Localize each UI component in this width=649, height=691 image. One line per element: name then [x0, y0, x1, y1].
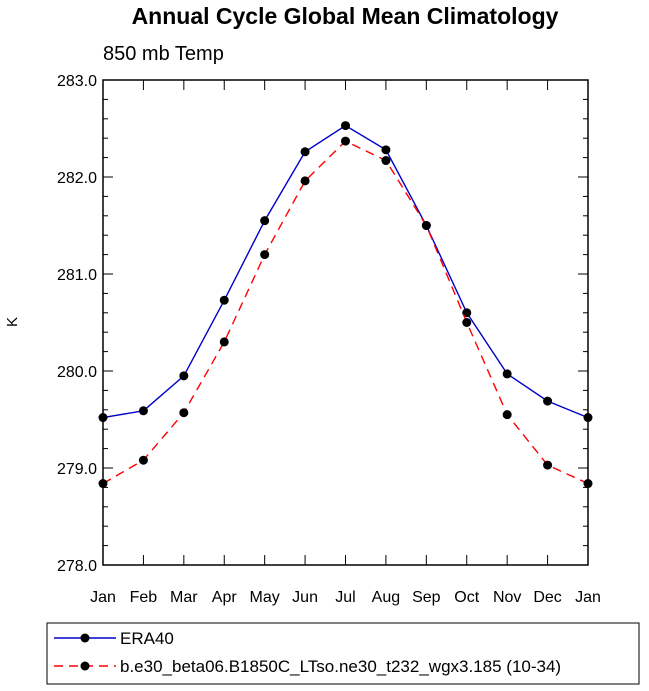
series-1-point: [462, 318, 472, 327]
series-0-point: [260, 216, 270, 226]
legend-marker-0: [80, 633, 90, 643]
series-1-point: [381, 156, 391, 166]
plot-frame: [102, 79, 589, 566]
series-1-point: [138, 455, 148, 465]
series-0-point: [300, 147, 310, 157]
x-tick-label: Sep: [412, 589, 441, 606]
x-tick-label: Feb: [130, 589, 158, 606]
x-tick-label: Apr: [212, 589, 238, 606]
series-1-point: [543, 460, 553, 470]
y-tick-label: 280.0: [57, 364, 97, 381]
x-tick-label: Mar: [170, 589, 198, 606]
legend-marker-1: [80, 661, 90, 671]
x-tick-label: Oct: [454, 589, 479, 606]
x-tick-label: Jan: [90, 589, 116, 606]
x-tick-label: Nov: [493, 589, 521, 606]
x-tick-label: Jun: [292, 589, 318, 606]
series-0-point: [381, 145, 391, 155]
chart-title: Annual Cycle Global Mean Climatology: [132, 3, 559, 29]
series-layer: [98, 121, 593, 489]
series-1-point: [179, 408, 189, 418]
series-0-point: [502, 369, 512, 379]
legend: ERA40 b.e30_beta06.B1850C_LTso.ne30_t232_…: [46, 622, 640, 685]
series-0-point: [462, 308, 472, 318]
y-tick-label: 279.0: [57, 461, 97, 478]
x-tick-label: Aug: [372, 589, 400, 606]
y-axis-label: K: [4, 317, 21, 327]
x-tick-label: Dec: [533, 589, 561, 606]
y-tick-label: 282.0: [57, 170, 97, 187]
legend-label-0: ERA40: [120, 629, 174, 648]
series-0-point: [341, 121, 350, 131]
y-tick-label: 283.0: [57, 73, 97, 90]
tick-layer: 278.0 279.0 280.0 281.0 282.0 283.0 Jan Feb Mar A…: [57, 73, 601, 606]
legend-box: [46, 622, 640, 685]
series-1-point: [219, 337, 229, 347]
series-0-point: [179, 371, 189, 381]
series-1-point: [502, 410, 512, 420]
series-1-point: [300, 176, 310, 186]
series-0-point: [219, 295, 229, 305]
chart-subtitle: 850 mb Temp: [103, 43, 224, 65]
series-0-point: [543, 396, 553, 406]
y-tick-label: 278.0: [57, 558, 97, 575]
x-tick-label: May: [250, 589, 280, 606]
series-0-point: [138, 406, 148, 416]
y-tick-label: 281.0: [57, 267, 97, 284]
series-line-0: [102, 124, 589, 419]
legend-items: ERA40 b.e30_beta06.B1850C_LTso.ne30_t232_…: [54, 629, 561, 676]
series-line-1: [102, 140, 589, 485]
series-1-point: [260, 250, 270, 260]
x-tick-label: Jan: [575, 589, 601, 606]
x-tick-label: Jul: [335, 589, 355, 606]
legend-label-1: b.e30_beta06.B1850C_LTso.ne30_t232_wgx3.…: [120, 657, 561, 676]
series-1-point: [341, 136, 350, 146]
series-1-point: [421, 221, 431, 230]
